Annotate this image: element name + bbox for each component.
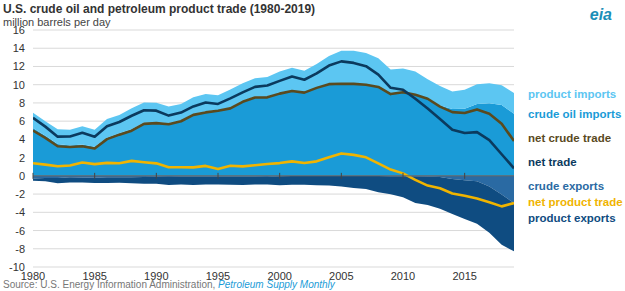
legend-entry: net crude trade	[528, 132, 611, 144]
legend-entry: crude exports	[528, 180, 604, 192]
x-tick-label: 2010	[391, 270, 415, 282]
x-tick	[341, 173, 342, 179]
source-text: Source: U.S. Energy Information Administ…	[3, 279, 218, 290]
y-tick-label: 14	[13, 42, 25, 54]
grid-line	[33, 267, 514, 268]
zero-axis	[33, 175, 514, 176]
y-tick-label: 6	[19, 115, 25, 127]
marks	[33, 51, 514, 251]
y-tick-label: -8	[15, 243, 25, 255]
source: Source: U.S. Energy Information Administ…	[3, 279, 336, 290]
x-axis	[33, 173, 514, 179]
grid-line	[33, 30, 514, 31]
y-tick-label: -2	[15, 188, 25, 200]
grid-line	[33, 66, 514, 67]
y-tick-label: 12	[13, 60, 25, 72]
line	[33, 84, 514, 149]
grid	[33, 30, 514, 267]
y-tick-label: 4	[19, 133, 25, 145]
y-tick-label: 16	[13, 24, 25, 36]
logo: eia	[590, 6, 612, 23]
grid-line	[33, 230, 514, 231]
x-tick	[279, 173, 280, 179]
title: U.S. crude oil and petroleum product tra…	[3, 2, 315, 16]
legend-entry: net product trade	[528, 196, 623, 208]
x-tick-label: 2015	[452, 270, 476, 282]
y-tick-label: 2	[19, 152, 25, 164]
grid-line	[33, 175, 514, 176]
y-tick-label: 10	[13, 79, 25, 91]
x-tick	[94, 173, 95, 179]
x-tick	[403, 173, 404, 179]
x-tick	[33, 173, 34, 179]
x-tick	[218, 173, 219, 179]
grid-line	[33, 48, 514, 49]
x-tick	[464, 173, 465, 179]
area	[33, 176, 514, 251]
y-tick-label: 8	[19, 97, 25, 109]
legend-entry: net trade	[528, 156, 577, 168]
grid-line	[33, 212, 514, 213]
legend-entry: product imports	[528, 88, 616, 100]
legend-entry: crude oil imports	[528, 108, 621, 120]
y-tick-label: 0	[19, 170, 25, 182]
source-link: Petroleum Supply Monthly	[218, 279, 336, 290]
area	[33, 51, 514, 147]
legend-entry: product exports	[528, 212, 616, 224]
grid-line	[33, 248, 514, 249]
legend: crude oil imports product imports crude ex…	[528, 88, 623, 224]
y-tick-label: -4	[15, 206, 25, 218]
x-tick	[156, 173, 157, 179]
line	[33, 61, 514, 168]
y-tick-label: -6	[15, 225, 25, 237]
chart: U.S. crude oil and petroleum product tra…	[0, 0, 625, 291]
line	[33, 153, 514, 206]
